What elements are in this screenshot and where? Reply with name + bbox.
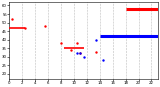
Point xyxy=(60,42,62,44)
Point xyxy=(79,53,82,54)
Point xyxy=(11,18,14,20)
Point xyxy=(69,49,72,51)
Point xyxy=(44,25,46,27)
Point xyxy=(76,53,78,54)
Point xyxy=(102,59,104,61)
Point xyxy=(82,56,85,57)
Point xyxy=(95,39,98,40)
Point xyxy=(79,53,82,54)
Point xyxy=(102,35,104,37)
Point xyxy=(24,27,27,28)
Point xyxy=(95,51,98,52)
Point xyxy=(76,42,78,44)
